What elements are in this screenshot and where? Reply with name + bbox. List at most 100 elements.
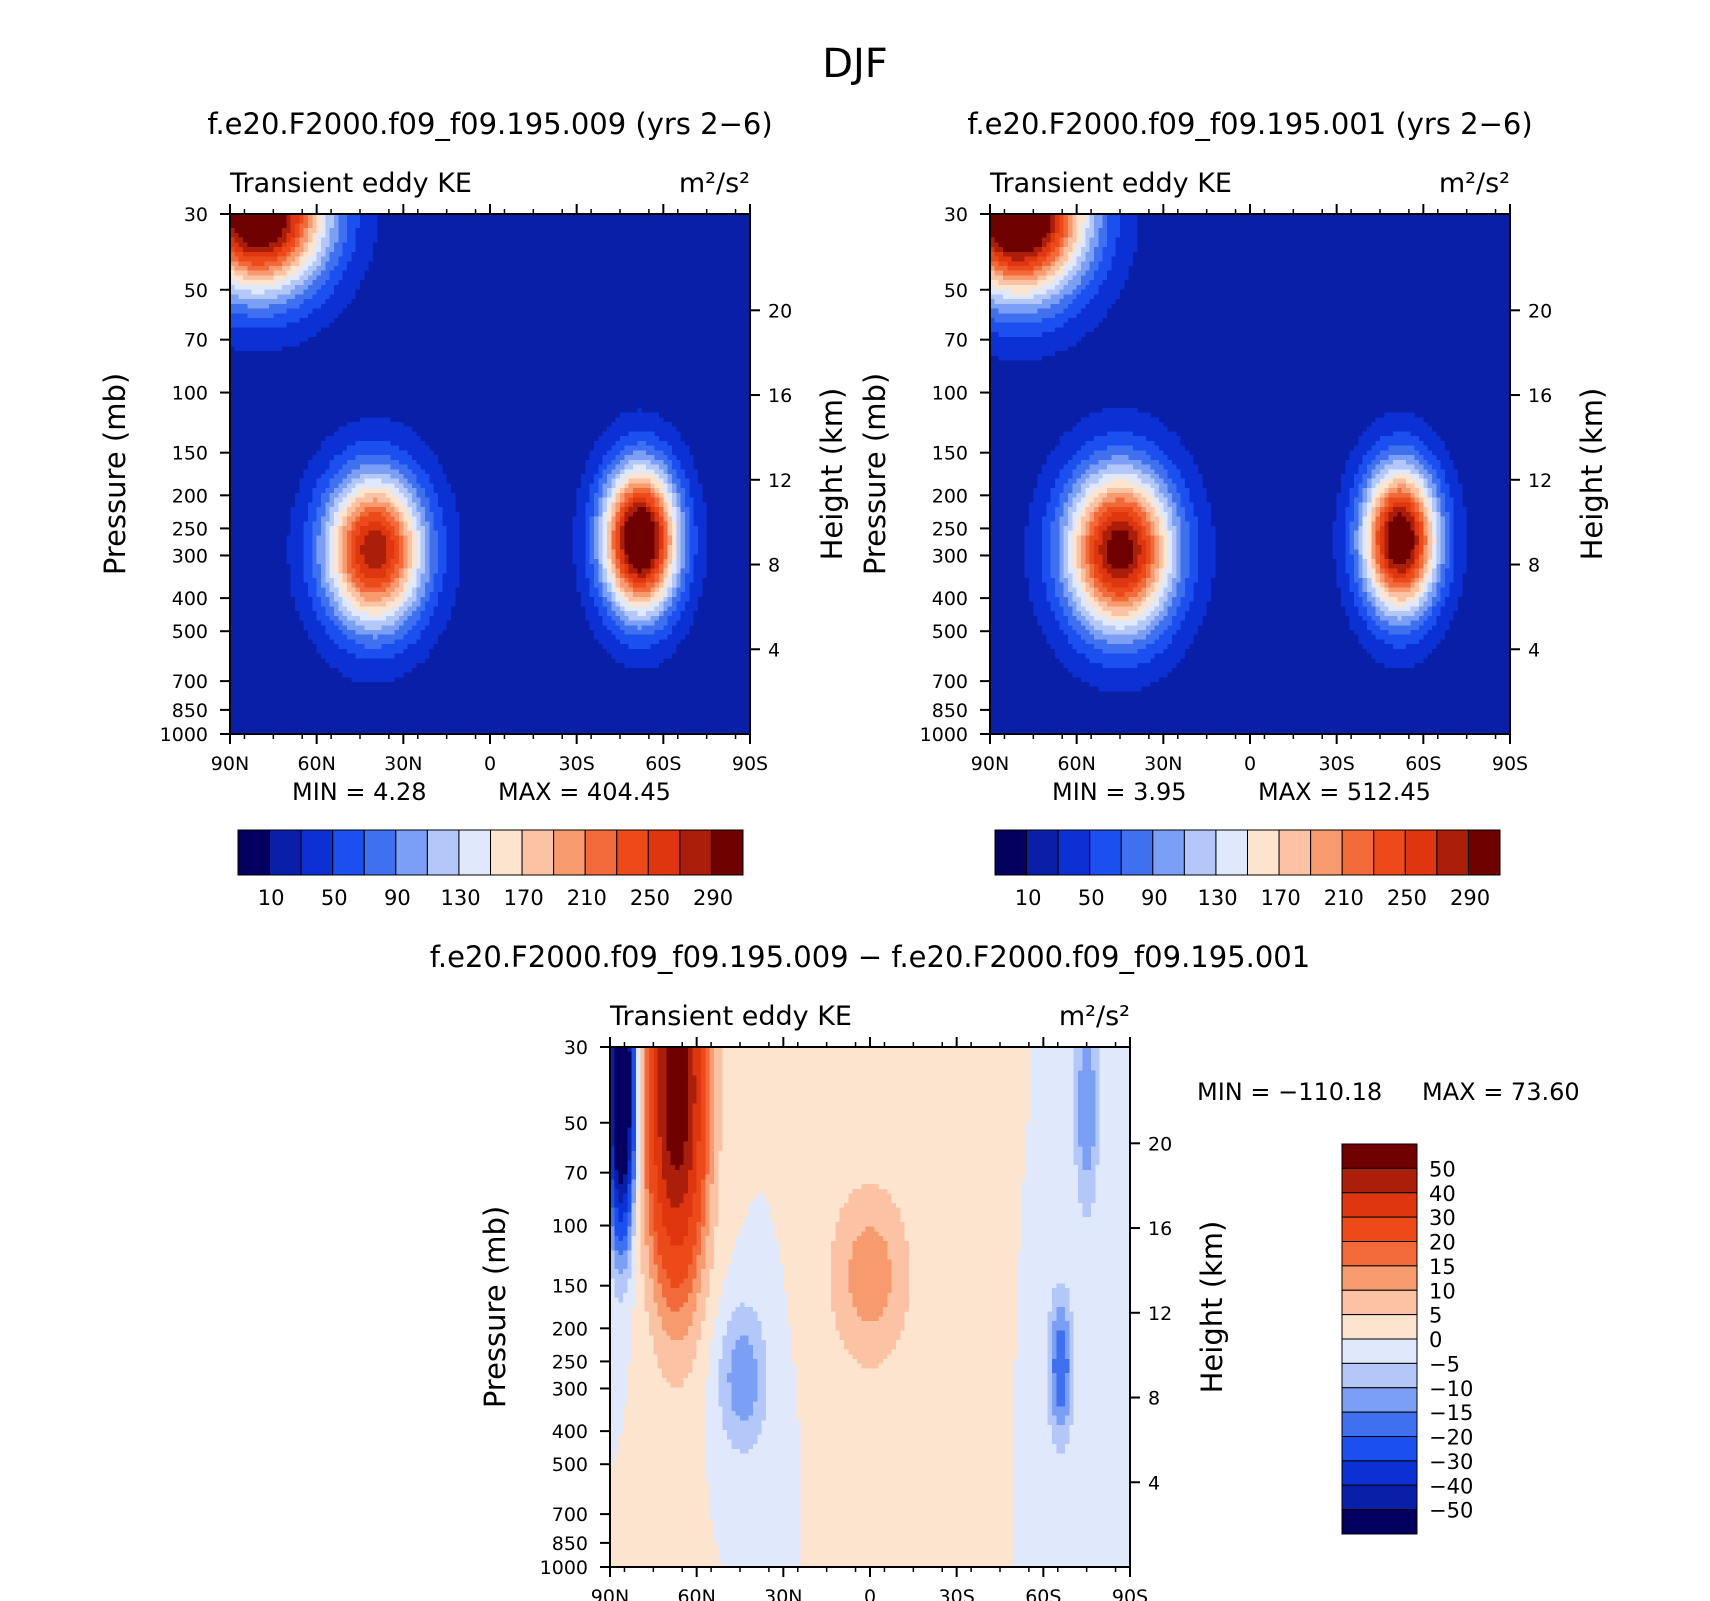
contour-cell xyxy=(576,280,582,286)
contour-cell xyxy=(507,341,513,347)
contour-cell xyxy=(455,218,461,225)
contour-cell xyxy=(511,232,517,239)
contour-cell xyxy=(503,322,508,329)
contour-cell xyxy=(598,388,604,395)
contour-cell xyxy=(321,403,326,409)
contour-cell xyxy=(325,247,331,253)
contour-cell xyxy=(732,336,738,343)
contour-cell xyxy=(325,360,331,366)
contour-cell xyxy=(425,322,430,329)
contour-cell xyxy=(394,270,400,277)
contour-cell xyxy=(433,336,439,343)
contour-cell xyxy=(277,232,283,239)
contour-cell xyxy=(646,299,651,305)
contour-cell xyxy=(529,365,534,371)
contour-cell xyxy=(728,332,734,338)
contour-cell xyxy=(438,393,443,399)
contour-cell xyxy=(338,299,344,305)
contour-cell xyxy=(698,247,703,253)
contour-cell xyxy=(260,365,266,371)
contour-cell xyxy=(693,370,699,376)
contour-cell xyxy=(706,318,712,324)
contour-cell xyxy=(516,294,521,300)
contour-cell xyxy=(503,398,508,404)
contour-cell xyxy=(472,370,478,376)
contour-cell xyxy=(381,256,387,262)
contour-cell xyxy=(559,251,565,258)
contour-cell xyxy=(620,360,625,366)
contour-cell xyxy=(403,218,409,225)
contour-cell xyxy=(373,251,378,258)
contour-cell xyxy=(568,327,573,333)
contour-cell xyxy=(420,275,426,281)
contour-cell xyxy=(516,360,521,366)
contour-cell xyxy=(737,393,742,399)
contour-cell xyxy=(659,242,664,248)
contour-cell xyxy=(420,237,426,243)
contour-cell xyxy=(381,318,387,324)
contour-cell xyxy=(516,388,521,395)
contour-cell xyxy=(615,365,621,371)
contour-cell xyxy=(433,346,439,352)
contour-cell xyxy=(420,370,426,376)
contour-cell xyxy=(433,275,439,281)
contour-cell xyxy=(468,332,474,338)
contour-cell xyxy=(745,360,751,366)
contour-cell xyxy=(377,308,383,314)
contour-cell xyxy=(273,232,279,239)
contour-cell xyxy=(732,351,738,357)
contour-cell xyxy=(438,270,443,277)
contour-cell xyxy=(568,360,573,366)
contour-cell xyxy=(698,284,703,291)
contour-cell xyxy=(308,374,313,381)
contour-cell xyxy=(680,374,686,381)
contour-cell xyxy=(706,398,712,404)
contour-cell xyxy=(715,360,721,366)
contour-cell xyxy=(338,403,344,409)
contour-cell xyxy=(468,384,474,390)
contour-cell xyxy=(659,280,664,286)
contour-cell xyxy=(286,379,292,385)
contour-cell xyxy=(464,256,469,262)
contour-cell xyxy=(628,308,634,314)
contour-cell xyxy=(676,322,682,329)
contour-cell xyxy=(745,318,751,324)
contour-cell xyxy=(576,299,582,305)
contour-cell xyxy=(308,318,313,324)
contour-cell xyxy=(732,318,738,324)
contour-cell xyxy=(559,332,565,338)
contour-cell xyxy=(351,346,357,352)
contour-cell xyxy=(290,355,296,362)
contour-cell xyxy=(685,289,690,295)
contour-cell xyxy=(338,284,344,291)
contour-cell xyxy=(576,374,582,381)
contour-cell xyxy=(433,289,439,295)
contour-cell xyxy=(745,275,751,281)
contour-cell xyxy=(464,355,469,362)
contour-cell xyxy=(342,346,348,352)
contour-cell xyxy=(230,393,235,399)
contour-cell xyxy=(433,261,439,267)
contour-cell xyxy=(546,294,552,300)
contour-cell xyxy=(464,261,469,267)
contour-cell xyxy=(251,341,257,347)
contour-cell xyxy=(563,327,569,333)
contour-cell xyxy=(403,289,409,295)
contour-cell xyxy=(602,256,608,262)
contour-cell xyxy=(299,374,305,381)
contour-cell xyxy=(282,355,287,362)
contour-cell xyxy=(529,336,534,343)
contour-cell xyxy=(719,374,725,381)
contour-cell xyxy=(416,251,422,258)
contour-cell xyxy=(407,393,413,399)
contour-cell xyxy=(533,370,539,376)
contour-cell xyxy=(394,384,400,390)
contour-cell xyxy=(589,242,595,248)
contour-cell xyxy=(663,370,669,376)
contour-cell xyxy=(737,360,742,366)
contour-cell xyxy=(737,218,742,225)
contour-cell xyxy=(546,266,552,272)
contour-cell xyxy=(290,294,296,300)
contour-cell xyxy=(373,360,378,366)
contour-cell xyxy=(507,327,513,333)
